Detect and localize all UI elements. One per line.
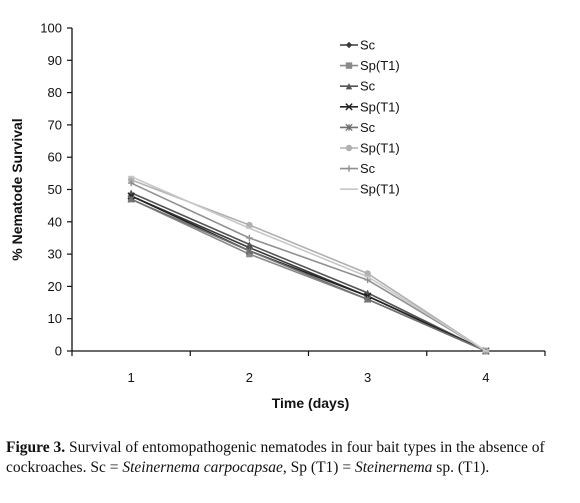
caption-species-2: Steinernema [354,459,433,476]
y-tick-label: 40 [48,214,62,229]
legend-marker [345,83,353,90]
legend-marker [345,165,353,172]
axes-layer: 0 10 20 30 40 50 60 70 80 90 100 1 2 3 4 [40,21,546,385]
caption-label: Figure 3. [6,439,66,456]
data-point [127,176,135,184]
data-point [246,250,253,258]
legend-item: Sc [340,79,376,94]
data-point [127,179,135,187]
legend-item: Sp(T1) [340,58,400,73]
y-tick-label: 10 [48,311,62,326]
legend-label: Sp(T1) [360,141,400,156]
y-axis-title: % Nematode Survival [9,118,25,260]
series-line [130,198,487,352]
x-axis-title: Time (days) [272,395,350,411]
y-tick-label: 100 [40,21,62,36]
data-point [364,276,371,284]
legend-item: Sc [340,120,376,135]
legend-item: Sp(T1) [340,99,400,114]
legend-item: Sp(T1) [340,182,400,197]
series-7 [127,179,490,355]
x-tick-label: 2 [246,370,253,385]
data-point [245,247,254,255]
data-point [127,195,135,203]
y-tick-label: 70 [48,117,62,132]
caption-text-2: , Sp (T1) = [282,459,355,476]
legend-label: Sc [360,120,376,135]
caption-text-1: Survival of entomopathogenic nematodes i… [6,439,545,476]
data-point [127,189,135,196]
figure-caption: Figure 3. Survival of entomopathogenic n… [6,438,576,478]
legend-marker [345,144,353,152]
series-line [130,182,487,352]
legend-label: Sc [360,38,376,53]
legend-label: Sp(T1) [360,182,400,197]
legend: Sc Sp(T1) Sc Sp(T1) Sc Sp(T1) Sc Sp(T1) [340,38,400,197]
caption-text-3: sp. (T1). [432,459,490,476]
x-tick-label: 4 [482,370,489,385]
legend-marker [345,62,353,69]
legend-marker [345,123,353,132]
x-tick-label: 1 [128,370,135,385]
legend-item: Sc [340,161,376,176]
series-line [130,175,487,352]
y-tick-label: 20 [48,279,62,294]
legend-marker [345,41,353,49]
y-tick-label: 0 [55,344,62,359]
series-layer [127,175,490,355]
legend-marker [345,103,353,111]
legend-label: Sp(T1) [360,58,400,73]
legend-item: Sc [340,38,376,53]
legend-label: Sc [360,161,376,176]
y-tick-label: 60 [48,150,62,165]
series-5 [127,195,490,355]
y-tick-label: 80 [48,85,62,100]
legend-item: Sp(T1) [340,141,400,156]
line-chart: 0 10 20 30 40 50 60 70 80 90 100 1 2 3 4 Sc Sp(T1) Sc Sp(… [9,21,546,411]
legend-label: Sc [360,79,376,94]
y-tick-label: 30 [48,247,62,262]
x-tick-label: 3 [364,370,371,385]
y-tick-label: 50 [48,182,62,197]
data-point [246,241,253,248]
legend-label: Sp(T1) [360,99,400,114]
series-4 [127,192,490,355]
y-tick-label: 90 [48,53,62,68]
caption-species-1: Steinernema carpocapsae [122,459,283,476]
data-point [246,221,253,229]
data-point [246,234,253,242]
data-point [363,295,372,303]
data-point [127,192,135,200]
series-line [130,191,487,352]
series-line [130,195,487,352]
data-point [364,270,371,277]
series-8 [127,175,490,352]
